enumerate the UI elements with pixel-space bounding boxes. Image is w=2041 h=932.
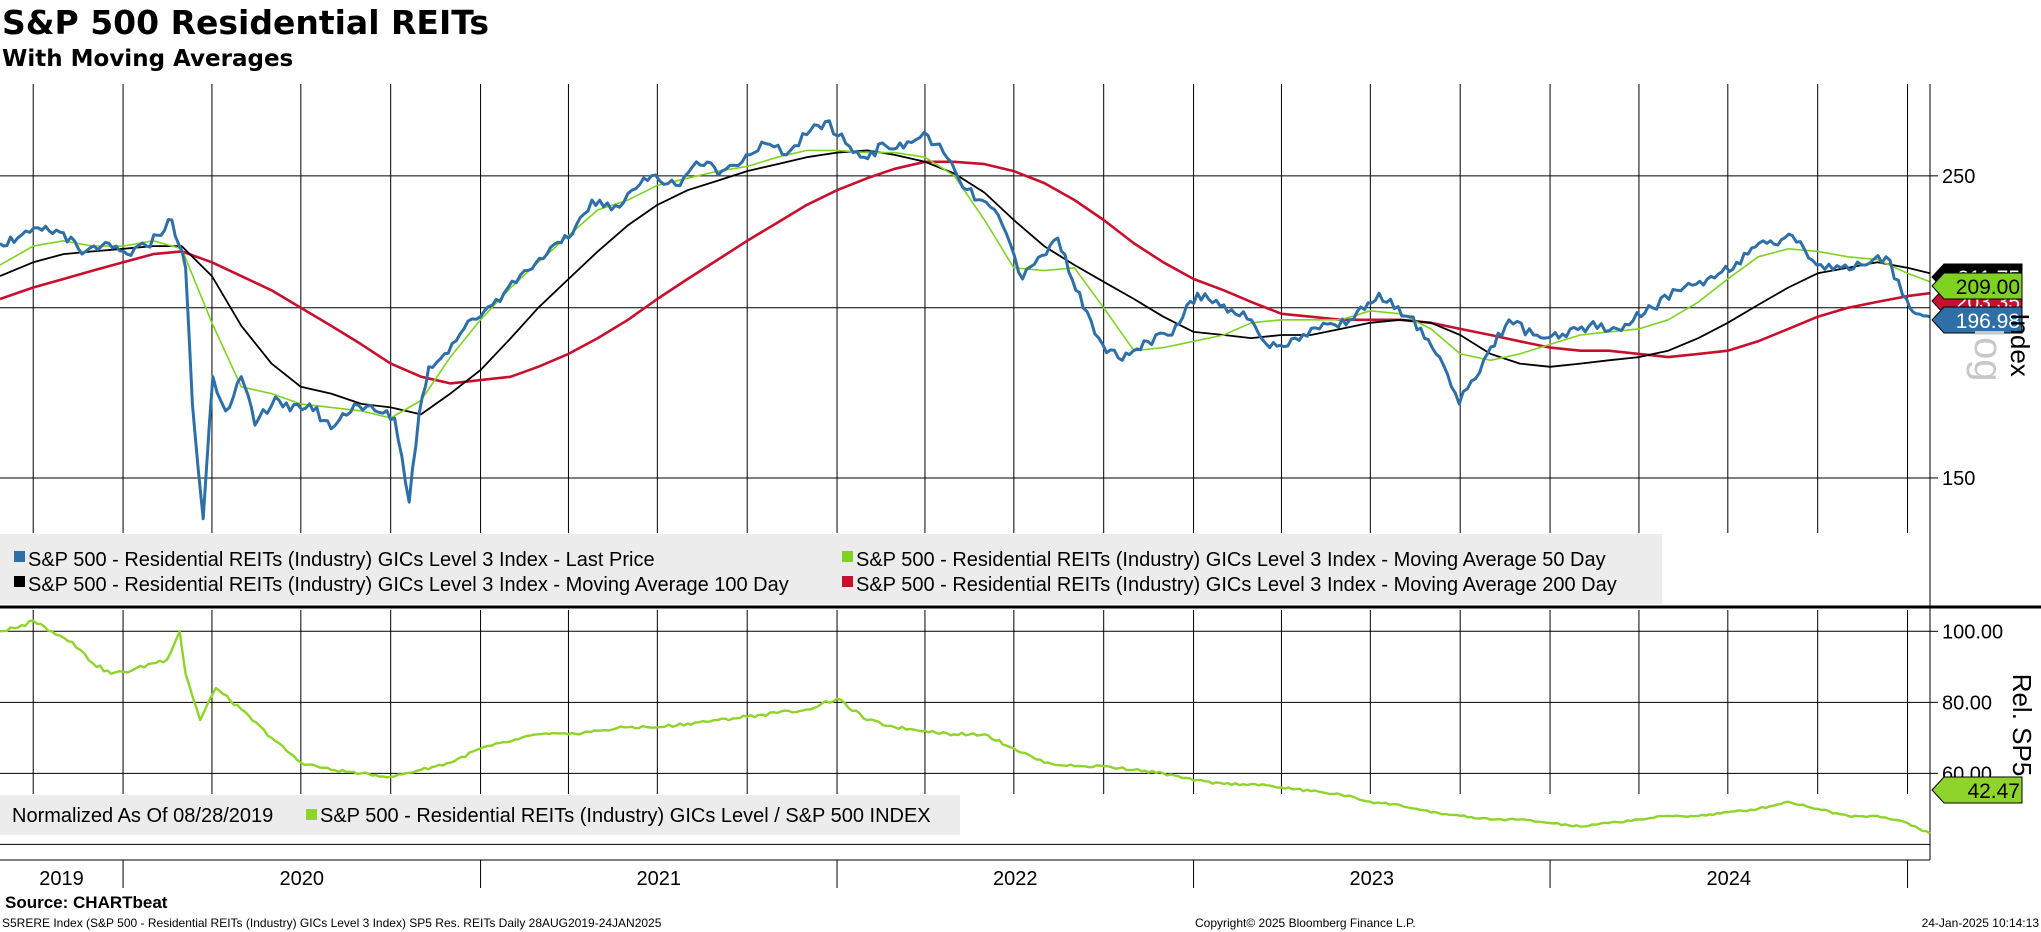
- legend-swatch-ma50: [842, 551, 853, 562]
- legend-swatch-price: [14, 551, 25, 562]
- lower-series-lines: [0, 619, 1931, 835]
- upper-y-axis-label: Index: [2005, 313, 2035, 377]
- legend-label-relative: S&P 500 - Residential REITs (Industry) G…: [320, 805, 931, 827]
- x-axis: 2019 2020 2021 2022 2023 2024: [0, 859, 1930, 890]
- log-scale-watermark: log: [1966, 328, 2010, 381]
- x-tick-label: 2024: [1707, 868, 1752, 890]
- y-tick-label-lower: 80.00: [1942, 692, 1992, 714]
- chart-subtitle: With Moving Averages: [2, 46, 293, 72]
- y-tick-label-upper: 250: [1942, 166, 1975, 188]
- x-axis-ticks: 2019 2020 2021 2022 2023 2024: [39, 860, 1909, 890]
- upper-legend-background: [0, 534, 1662, 604]
- series-line-price: [0, 119, 1931, 521]
- last-value-relative-text: 42.47: [1967, 780, 2020, 803]
- series-line-ma50: [0, 149, 1931, 419]
- x-tick-label: 2023: [1350, 868, 1395, 890]
- lower-legend-background: [0, 795, 960, 835]
- series-line-relative: [0, 619, 1931, 835]
- lower-y-axis-label: Rel. SP5: [2007, 674, 2037, 777]
- legend-label-normalized: Normalized As Of 08/28/2019: [12, 805, 273, 827]
- lower-legend: Normalized As Of 08/28/2019 S&P 500 - Re…: [0, 795, 960, 835]
- legend-swatch-ma200: [842, 576, 853, 587]
- footer: Source: CHARTbeat S5RERE Index (S&P 500 …: [2, 893, 2039, 930]
- last-value-price-text: 196.98: [1956, 310, 2020, 333]
- last-value-price-box: [1931, 306, 2023, 334]
- last-value-price: 196.98: [1931, 306, 2023, 334]
- legend-swatch-relative: [306, 809, 317, 820]
- legend-swatch-ma100: [14, 576, 25, 587]
- source-note: Source: CHARTbeat: [5, 893, 168, 912]
- upper-horizontal-gridlines: [0, 175, 1930, 479]
- x-tick-label: 2021: [637, 868, 682, 890]
- y-tick-label-lower: 100.00: [1942, 621, 2003, 643]
- series-line-ma200: [0, 160, 1931, 385]
- header: S&P 500 Residential REITs With Moving Av…: [2, 3, 489, 72]
- upper-legend: S&P 500 - Residential REITs (Industry) G…: [0, 534, 1662, 604]
- legend-label-ma50: S&P 500 - Residential REITs (Industry) G…: [856, 549, 1606, 571]
- lower-last-value-labels: 42.47: [1931, 776, 2023, 804]
- x-tick-label: 2020: [280, 868, 325, 890]
- lower-horizontal-gridlines: [0, 630, 1930, 845]
- last-value-relative-box: [1931, 776, 2023, 804]
- y-tick-label-upper: 150: [1942, 468, 1975, 490]
- ticker-info: S5RERE Index (S&P 500 - Residential REIT…: [2, 916, 662, 930]
- last-value-relative: 42.47: [1931, 776, 2023, 804]
- upper-y-axis: 150 250: [1929, 84, 1975, 860]
- last-value-ma50-box: [1931, 272, 2023, 300]
- last-value-ma50-text: 209.00: [1956, 276, 2020, 299]
- x-tick-label: 2022: [993, 868, 1038, 890]
- copyright: Copyright© 2025 Bloomberg Finance L.P.: [1195, 916, 1416, 930]
- last-value-ma50: 209.00: [1931, 272, 2023, 300]
- legend-label-ma200: S&P 500 - Residential REITs (Industry) G…: [856, 574, 1617, 596]
- legend-label-ma100: S&P 500 - Residential REITs (Industry) G…: [28, 574, 789, 596]
- legend-label-price: S&P 500 - Residential REITs (Industry) G…: [28, 549, 655, 571]
- timestamp: 24-Jan-2025 10:14:13: [1922, 916, 2040, 930]
- chart-title: S&P 500 Residential REITs: [2, 3, 489, 42]
- upper-series-lines: [0, 119, 1931, 521]
- series-line-ma100: [0, 149, 1931, 416]
- upper-vertical-gridlines: [32, 84, 1909, 533]
- x-tick-label: 2019: [39, 868, 84, 890]
